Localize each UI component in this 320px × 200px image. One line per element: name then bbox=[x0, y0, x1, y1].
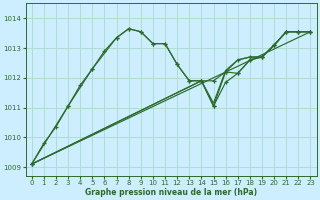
X-axis label: Graphe pression niveau de la mer (hPa): Graphe pression niveau de la mer (hPa) bbox=[85, 188, 257, 197]
